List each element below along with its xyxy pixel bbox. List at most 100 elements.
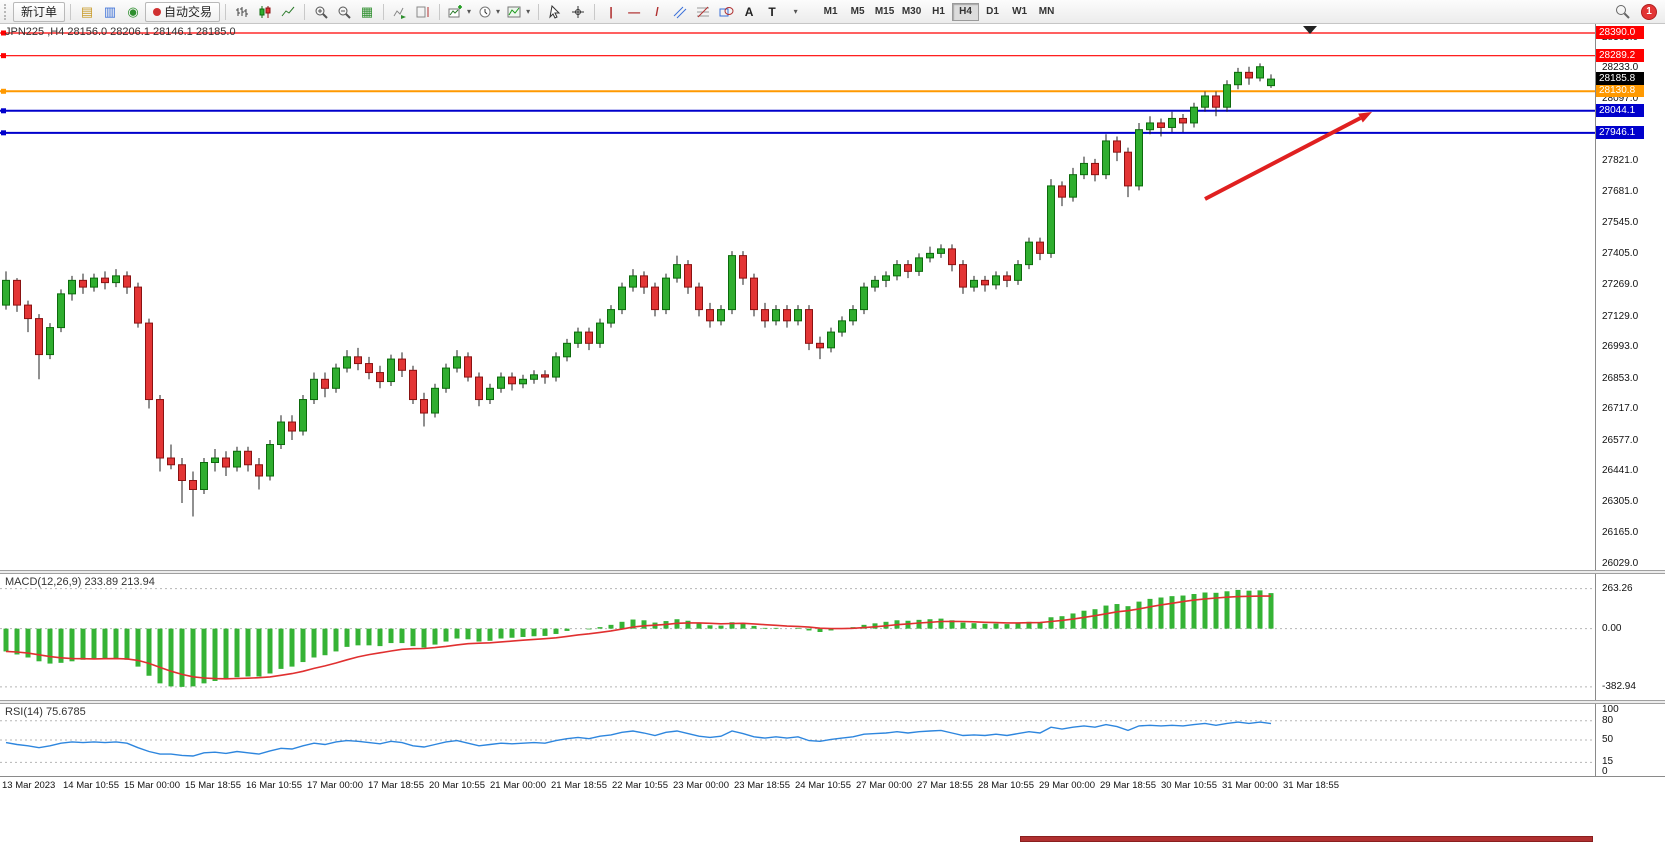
rsi-tick-label: 100 — [1602, 704, 1619, 715]
price-tick-label: 26305.0 — [1602, 495, 1639, 507]
trendline-icon: / — [655, 4, 659, 19]
chevron-down-icon: ▾ — [467, 7, 472, 16]
text-button[interactable]: A — [738, 2, 760, 22]
time-axis[interactable]: 13 Mar 2023 14 Mar 10:55 15 Mar 00:00 15 Ma… — [0, 776, 1665, 796]
candlestick-chart[interactable] — [0, 24, 1595, 570]
tile-windows-button[interactable]: ▦ — [356, 2, 378, 22]
time-tick-label: 27 Mar 00:00 — [856, 780, 912, 791]
label-button[interactable]: T — [761, 2, 783, 22]
cursor-button[interactable] — [544, 2, 566, 22]
time-tick-label: 22 Mar 10:55 — [612, 780, 668, 791]
time-tick-label: 15 Mar 18:55 — [185, 780, 241, 791]
zoom-in-icon — [315, 6, 328, 19]
zoom-out-button[interactable] — [333, 2, 355, 22]
price-tick-label: 27405.0 — [1602, 248, 1639, 260]
macd-title: MACD(12,26,9) 233.89 213.94 — [5, 576, 155, 588]
channel-button[interactable] — [669, 2, 691, 22]
macd-chart[interactable] — [0, 574, 1595, 700]
price-tick-label: 26717.0 — [1602, 403, 1639, 415]
horizontal-scrollbar — [0, 835, 1665, 843]
toolbar-separator — [383, 3, 385, 20]
zoom-out-icon — [338, 6, 351, 19]
toolbar-separator — [594, 3, 596, 20]
price-level-badge: 28289.2 — [1596, 48, 1644, 62]
chevron-down-icon: ▾ — [496, 7, 501, 16]
rsi-tick-label: 50 — [1602, 734, 1614, 745]
price-tick-label: 27681.0 — [1602, 186, 1639, 198]
toolbar-separator — [439, 3, 441, 20]
line-chart-button[interactable] — [277, 2, 299, 22]
rsi-chart[interactable] — [0, 704, 1595, 776]
timeframe-group: M1 M5 M15 M30 H1 H4 D1 W1 MN — [817, 2, 1060, 21]
chevron-down-icon: ▾ — [526, 7, 531, 16]
market-watch-button[interactable]: ▤ — [76, 2, 98, 22]
timeframe-w1-button[interactable]: W1 — [1006, 3, 1033, 21]
price-tick-label: 26029.0 — [1602, 557, 1639, 569]
timeframe-m1-button[interactable]: M1 — [817, 3, 844, 21]
fibonacci-button[interactable] — [692, 2, 714, 22]
toolbar-right-group: 1 — [1611, 2, 1661, 22]
timeframe-d1-button[interactable]: D1 — [979, 3, 1006, 21]
macd-tick-label: 263.26 — [1602, 582, 1633, 594]
chart-shift-button[interactable] — [412, 2, 434, 22]
toolbar-separator — [70, 3, 72, 20]
arrows-dropdown-button[interactable]: ▾ — [784, 2, 806, 22]
timeframe-mn-button[interactable]: MN — [1033, 3, 1060, 21]
price-tick-label: 26853.0 — [1602, 372, 1639, 384]
rsi-tick-label: 80 — [1602, 714, 1614, 726]
pane-splitter[interactable] — [0, 570, 1665, 574]
auto-scroll-icon — [393, 7, 407, 19]
search-button[interactable] — [1611, 2, 1633, 22]
chevron-down-icon: ▾ — [793, 7, 798, 16]
timeframe-h1-button[interactable]: H1 — [925, 3, 952, 21]
macd-tick-label: 0.00 — [1602, 622, 1622, 634]
search-icon — [1615, 5, 1630, 19]
candles-chart-button[interactable] — [254, 2, 276, 22]
time-tick-label: 21 Mar 00:00 — [490, 780, 546, 791]
price-level-badge: 28130.8 — [1596, 84, 1644, 98]
fibonacci-icon — [697, 6, 710, 17]
vertical-line-button[interactable]: | — [600, 2, 622, 22]
scrollbar-thumb[interactable] — [1020, 836, 1593, 842]
auto-trading-button[interactable]: 自动交易 — [145, 1, 221, 22]
bars-chart-icon — [236, 6, 249, 17]
new-chart-button[interactable]: ▾ — [445, 2, 474, 22]
price-tick-label: 28097.0 — [1602, 92, 1639, 104]
time-tick-label: 13 Mar 2023 — [2, 780, 56, 791]
line-chart-icon — [281, 6, 295, 16]
periods-button[interactable]: ▾ — [475, 2, 503, 22]
price-tick-label: 28233.0 — [1602, 62, 1639, 74]
trendline-button[interactable]: / — [646, 2, 668, 22]
macd-axis[interactable]: 263.26 0.00 -382.94 — [1595, 574, 1665, 700]
pane-splitter[interactable] — [0, 700, 1665, 704]
data-window-button[interactable]: ▥ — [99, 2, 121, 22]
time-tick-label: 16 Mar 10:55 — [246, 780, 302, 791]
price-axis[interactable]: 28369.028233.028097.027821.027681.027545… — [1595, 24, 1665, 570]
horizontal-line-button[interactable]: — — [623, 2, 645, 22]
toolbar-grip[interactable] — [4, 3, 9, 20]
timeframe-m5-button[interactable]: M5 — [844, 3, 871, 21]
rsi-tick-label: 0 — [1602, 766, 1608, 777]
price-tick-label: 26993.0 — [1602, 341, 1639, 353]
timeframe-h4-button[interactable]: H4 — [952, 2, 980, 21]
market-watch-icon: ▤ — [80, 4, 94, 19]
shapes-icon — [719, 6, 734, 16]
auto-scroll-button[interactable] — [389, 2, 411, 22]
notification-badge[interactable]: 1 — [1641, 3, 1657, 20]
clock-icon — [479, 6, 491, 17]
text-icon: A — [744, 4, 754, 19]
rsi-axis[interactable]: 100 80 50 15 0 — [1595, 704, 1665, 777]
shapes-button[interactable] — [715, 2, 737, 22]
crosshair-button[interactable] — [567, 2, 589, 22]
toolbar-separator — [304, 3, 306, 20]
timeframe-m30-button[interactable]: M30 — [898, 3, 925, 21]
timeframe-m15-button[interactable]: M15 — [871, 3, 898, 21]
chart-shift-icon — [416, 6, 429, 17]
new-order-button[interactable]: 新订单 — [13, 1, 66, 22]
zoom-in-button[interactable] — [310, 2, 332, 22]
tile-windows-icon: ▦ — [360, 4, 374, 19]
bars-chart-button[interactable] — [231, 2, 253, 22]
main-toolbar: 新订单 ▤ ▥ ◉ 自动交易 ▦ ▾ ▾ ▾ — [0, 0, 1665, 24]
terminal-button[interactable]: ◉ — [122, 2, 144, 22]
indicators-button[interactable]: ▾ — [504, 2, 533, 22]
